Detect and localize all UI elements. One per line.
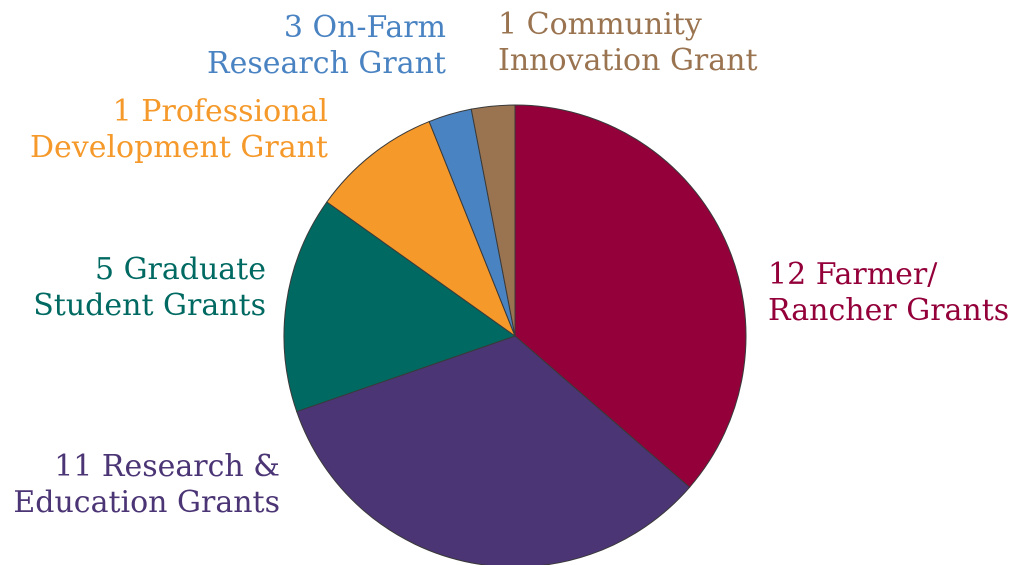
pie-slices bbox=[283, 104, 747, 565]
slice-label-2: 11 Research & Education Grants bbox=[13, 449, 280, 520]
slice-label-line: 3 On-Farm bbox=[284, 10, 446, 45]
slice-label-5: 3 On-Farm Research Grant bbox=[207, 10, 446, 81]
pie-slice-1 bbox=[514, 104, 747, 488]
slice-label-line: Innovation Grant bbox=[498, 43, 758, 78]
slice-label-line: 12 Farmer/ bbox=[768, 257, 938, 292]
slice-label-line: Development Grant bbox=[30, 130, 328, 165]
slice-label-line: 1 Professional bbox=[113, 94, 328, 129]
slice-label-line: 1 Community bbox=[498, 7, 702, 42]
slice-label-line: 11 Research & bbox=[54, 449, 280, 484]
pie-slice-6 bbox=[470, 104, 516, 337]
slice-label-line: Rancher Grants bbox=[768, 293, 1009, 328]
slice-label-3: 5 Graduate Student Grants bbox=[33, 252, 266, 323]
slice-label-4: 1 Professional Development Grant bbox=[30, 94, 328, 165]
slice-label-6: 1 Community Innovation Grant bbox=[498, 7, 758, 78]
slice-label-line: Student Grants bbox=[33, 288, 266, 323]
pie-labels: 12 Farmer/Rancher Grants 11 Research & Edu… bbox=[13, 7, 1009, 520]
slice-label-line: 5 Graduate bbox=[95, 252, 266, 287]
pie-slice-4 bbox=[326, 120, 517, 338]
pie-slice-3 bbox=[283, 201, 517, 413]
slice-label-line: Research Grant bbox=[207, 46, 446, 81]
slice-label-line: Education Grants bbox=[13, 485, 280, 520]
pie-slice-2 bbox=[296, 335, 691, 565]
slice-label-1: 12 Farmer/Rancher Grants bbox=[768, 257, 1009, 328]
